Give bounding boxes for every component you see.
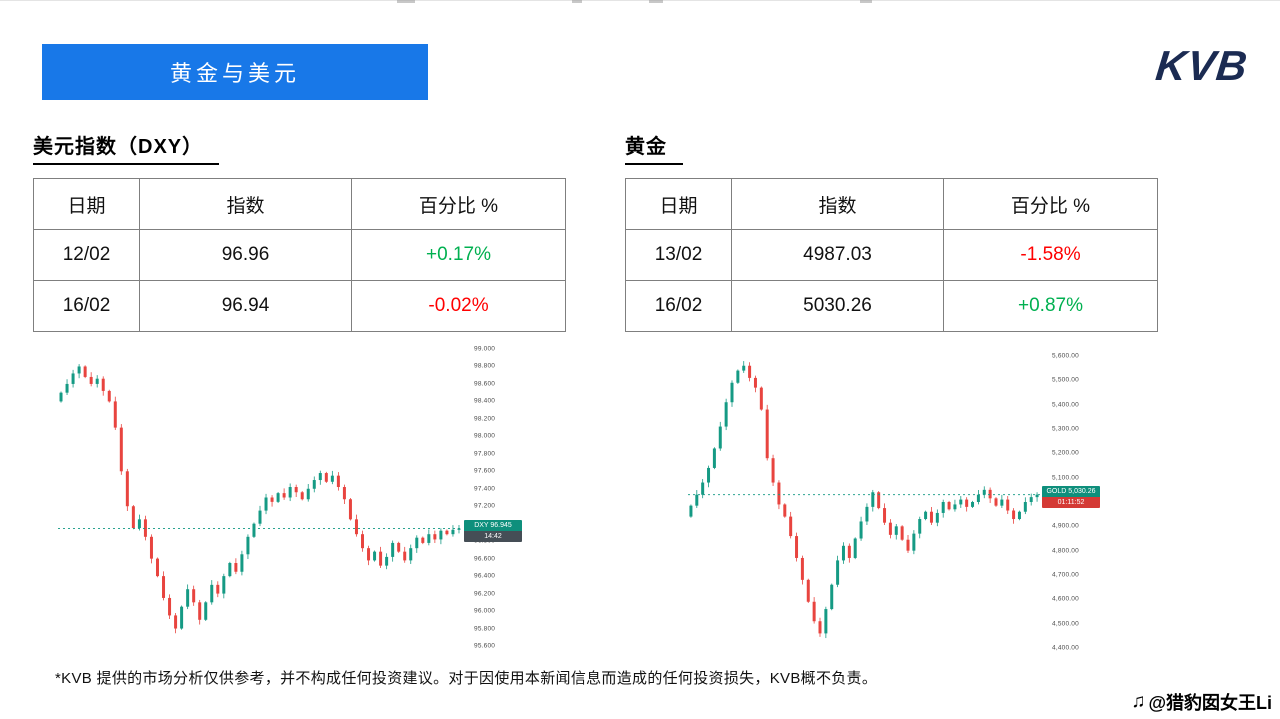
gold-data-table: 日期 指数 百分比 % 13/02 4987.03 -1.58% 16/02 5…	[625, 178, 1158, 332]
watermark: ♫ @猎豹囡女王Li	[1131, 689, 1272, 715]
y-axis-tick: 96.400	[474, 572, 496, 580]
gold-header-date: 日期	[625, 178, 732, 230]
gold-row1-date: 13/02	[625, 229, 732, 281]
dxy-table-row-2: 16/02 96.94 -0.02%	[33, 280, 566, 332]
page-top-border	[0, 0, 1280, 1]
y-axis-tick: 98.800	[474, 362, 496, 370]
dxy-header-percent: 百分比 %	[351, 178, 566, 230]
dxy-plot-area	[58, 364, 462, 634]
gold-table-row-1: 13/02 4987.03 -1.58%	[625, 229, 1158, 281]
dxy-candlestick-chart: 99.000 98.800 98.600 98.400 98.200 98.000 97.8…	[58, 345, 524, 650]
y-axis-tick: 96.600	[474, 555, 496, 563]
dxy-table-row-1: 12/02 96.96 +0.17%	[33, 229, 566, 281]
y-axis-tick: 5,600.00	[1052, 352, 1079, 360]
gold-price-badge: GOLD 5,030.26 01:11:52	[1042, 485, 1100, 508]
y-axis-tick: 4,800.00	[1052, 547, 1079, 555]
y-axis-tick: 5,200.00	[1052, 449, 1079, 457]
y-axis-tick: 98.600	[474, 380, 496, 388]
dxy-header-index: 指数	[139, 178, 352, 230]
y-axis-tick: 96.200	[474, 590, 496, 598]
dxy-row2-value: 96.94	[139, 280, 352, 332]
dxy-row2-date: 16/02	[33, 280, 140, 332]
top-edge-artifact	[860, 0, 872, 3]
gold-table-row-2: 16/02 5030.26 +0.87%	[625, 280, 1158, 332]
gold-row2-value: 5030.26	[731, 280, 944, 332]
y-axis-tick: 98.000	[474, 432, 496, 440]
y-axis-tick: 4,400.00	[1052, 644, 1079, 652]
gold-row2-percent: +0.87%	[943, 280, 1158, 332]
gold-candlestick-chart: 5,600.00 5,500.00 5,400.00 5,300.00 5,200.00…	[688, 352, 1102, 652]
y-axis-tick: 5,300.00	[1052, 425, 1079, 433]
y-axis-tick: 95.800	[474, 625, 496, 633]
gold-header-percent: 百分比 %	[943, 178, 1158, 230]
dxy-section-heading: 美元指数（DXY）	[33, 130, 220, 165]
y-axis-tick: 97.800	[474, 450, 496, 458]
dxy-price-badge: DXY 96.945 14:42	[464, 519, 522, 542]
y-axis-tick: 97.600	[474, 467, 496, 475]
gold-row1-value: 4987.03	[731, 229, 944, 281]
gold-time-label: 01:11:52	[1042, 496, 1100, 508]
disclaimer-text: *KVB 提供的市场分析仅供参考，并不构成任何投资建议。对于因使用本新闻信息而造…	[55, 670, 878, 687]
dxy-row1-value: 96.96	[139, 229, 352, 281]
dxy-price-axis: 99.000 98.800 98.600 98.400 98.200 98.000 97.8…	[468, 345, 528, 650]
dxy-last-price-label: DXY 96.945	[464, 519, 522, 531]
y-axis-tick: 96.000	[474, 607, 496, 615]
gold-section-heading: 黄金	[625, 130, 683, 165]
y-axis-tick: 4,900.00	[1052, 522, 1079, 530]
y-axis-tick: 5,400.00	[1052, 401, 1079, 409]
y-axis-tick: 5,100.00	[1052, 474, 1079, 482]
top-edge-artifact	[572, 0, 582, 3]
dxy-data-table: 日期 指数 百分比 % 12/02 96.96 +0.17% 16/02 96.…	[33, 178, 566, 332]
dxy-header-date: 日期	[33, 178, 140, 230]
gold-row2-date: 16/02	[625, 280, 732, 332]
gold-row1-percent: -1.58%	[943, 229, 1158, 281]
gold-plot-area	[688, 361, 1040, 639]
dxy-row1-percent: +0.17%	[351, 229, 566, 281]
gold-table-header-row: 日期 指数 百分比 %	[625, 178, 1158, 230]
y-axis-tick: 97.400	[474, 485, 496, 493]
y-axis-tick: 4,700.00	[1052, 571, 1079, 579]
watermark-text: @猎豹囡女王Li	[1148, 693, 1272, 713]
y-axis-tick: 4,500.00	[1052, 620, 1079, 628]
y-axis-tick: 99.000	[474, 345, 496, 353]
title-banner: 黄金与美元	[42, 44, 428, 100]
gold-header-index: 指数	[731, 178, 944, 230]
top-edge-artifact	[397, 0, 415, 3]
y-axis-tick: 95.600	[474, 642, 496, 650]
y-axis-tick: 98.200	[474, 415, 496, 423]
dxy-time-label: 14:42	[464, 530, 522, 542]
y-axis-tick: 97.200	[474, 502, 496, 510]
y-axis-tick: 98.400	[474, 397, 496, 405]
gold-last-price-label: GOLD 5,030.26	[1042, 485, 1100, 497]
dxy-row2-percent: -0.02%	[351, 280, 566, 332]
kvb-logo: KVB	[1153, 42, 1251, 89]
dxy-table-header-row: 日期 指数 百分比 %	[33, 178, 566, 230]
y-axis-tick: 4,600.00	[1052, 595, 1079, 603]
y-axis-tick: 5,500.00	[1052, 376, 1079, 384]
dxy-row1-date: 12/02	[33, 229, 140, 281]
top-edge-artifact	[649, 0, 663, 3]
music-note-icon: ♫	[1131, 691, 1146, 712]
